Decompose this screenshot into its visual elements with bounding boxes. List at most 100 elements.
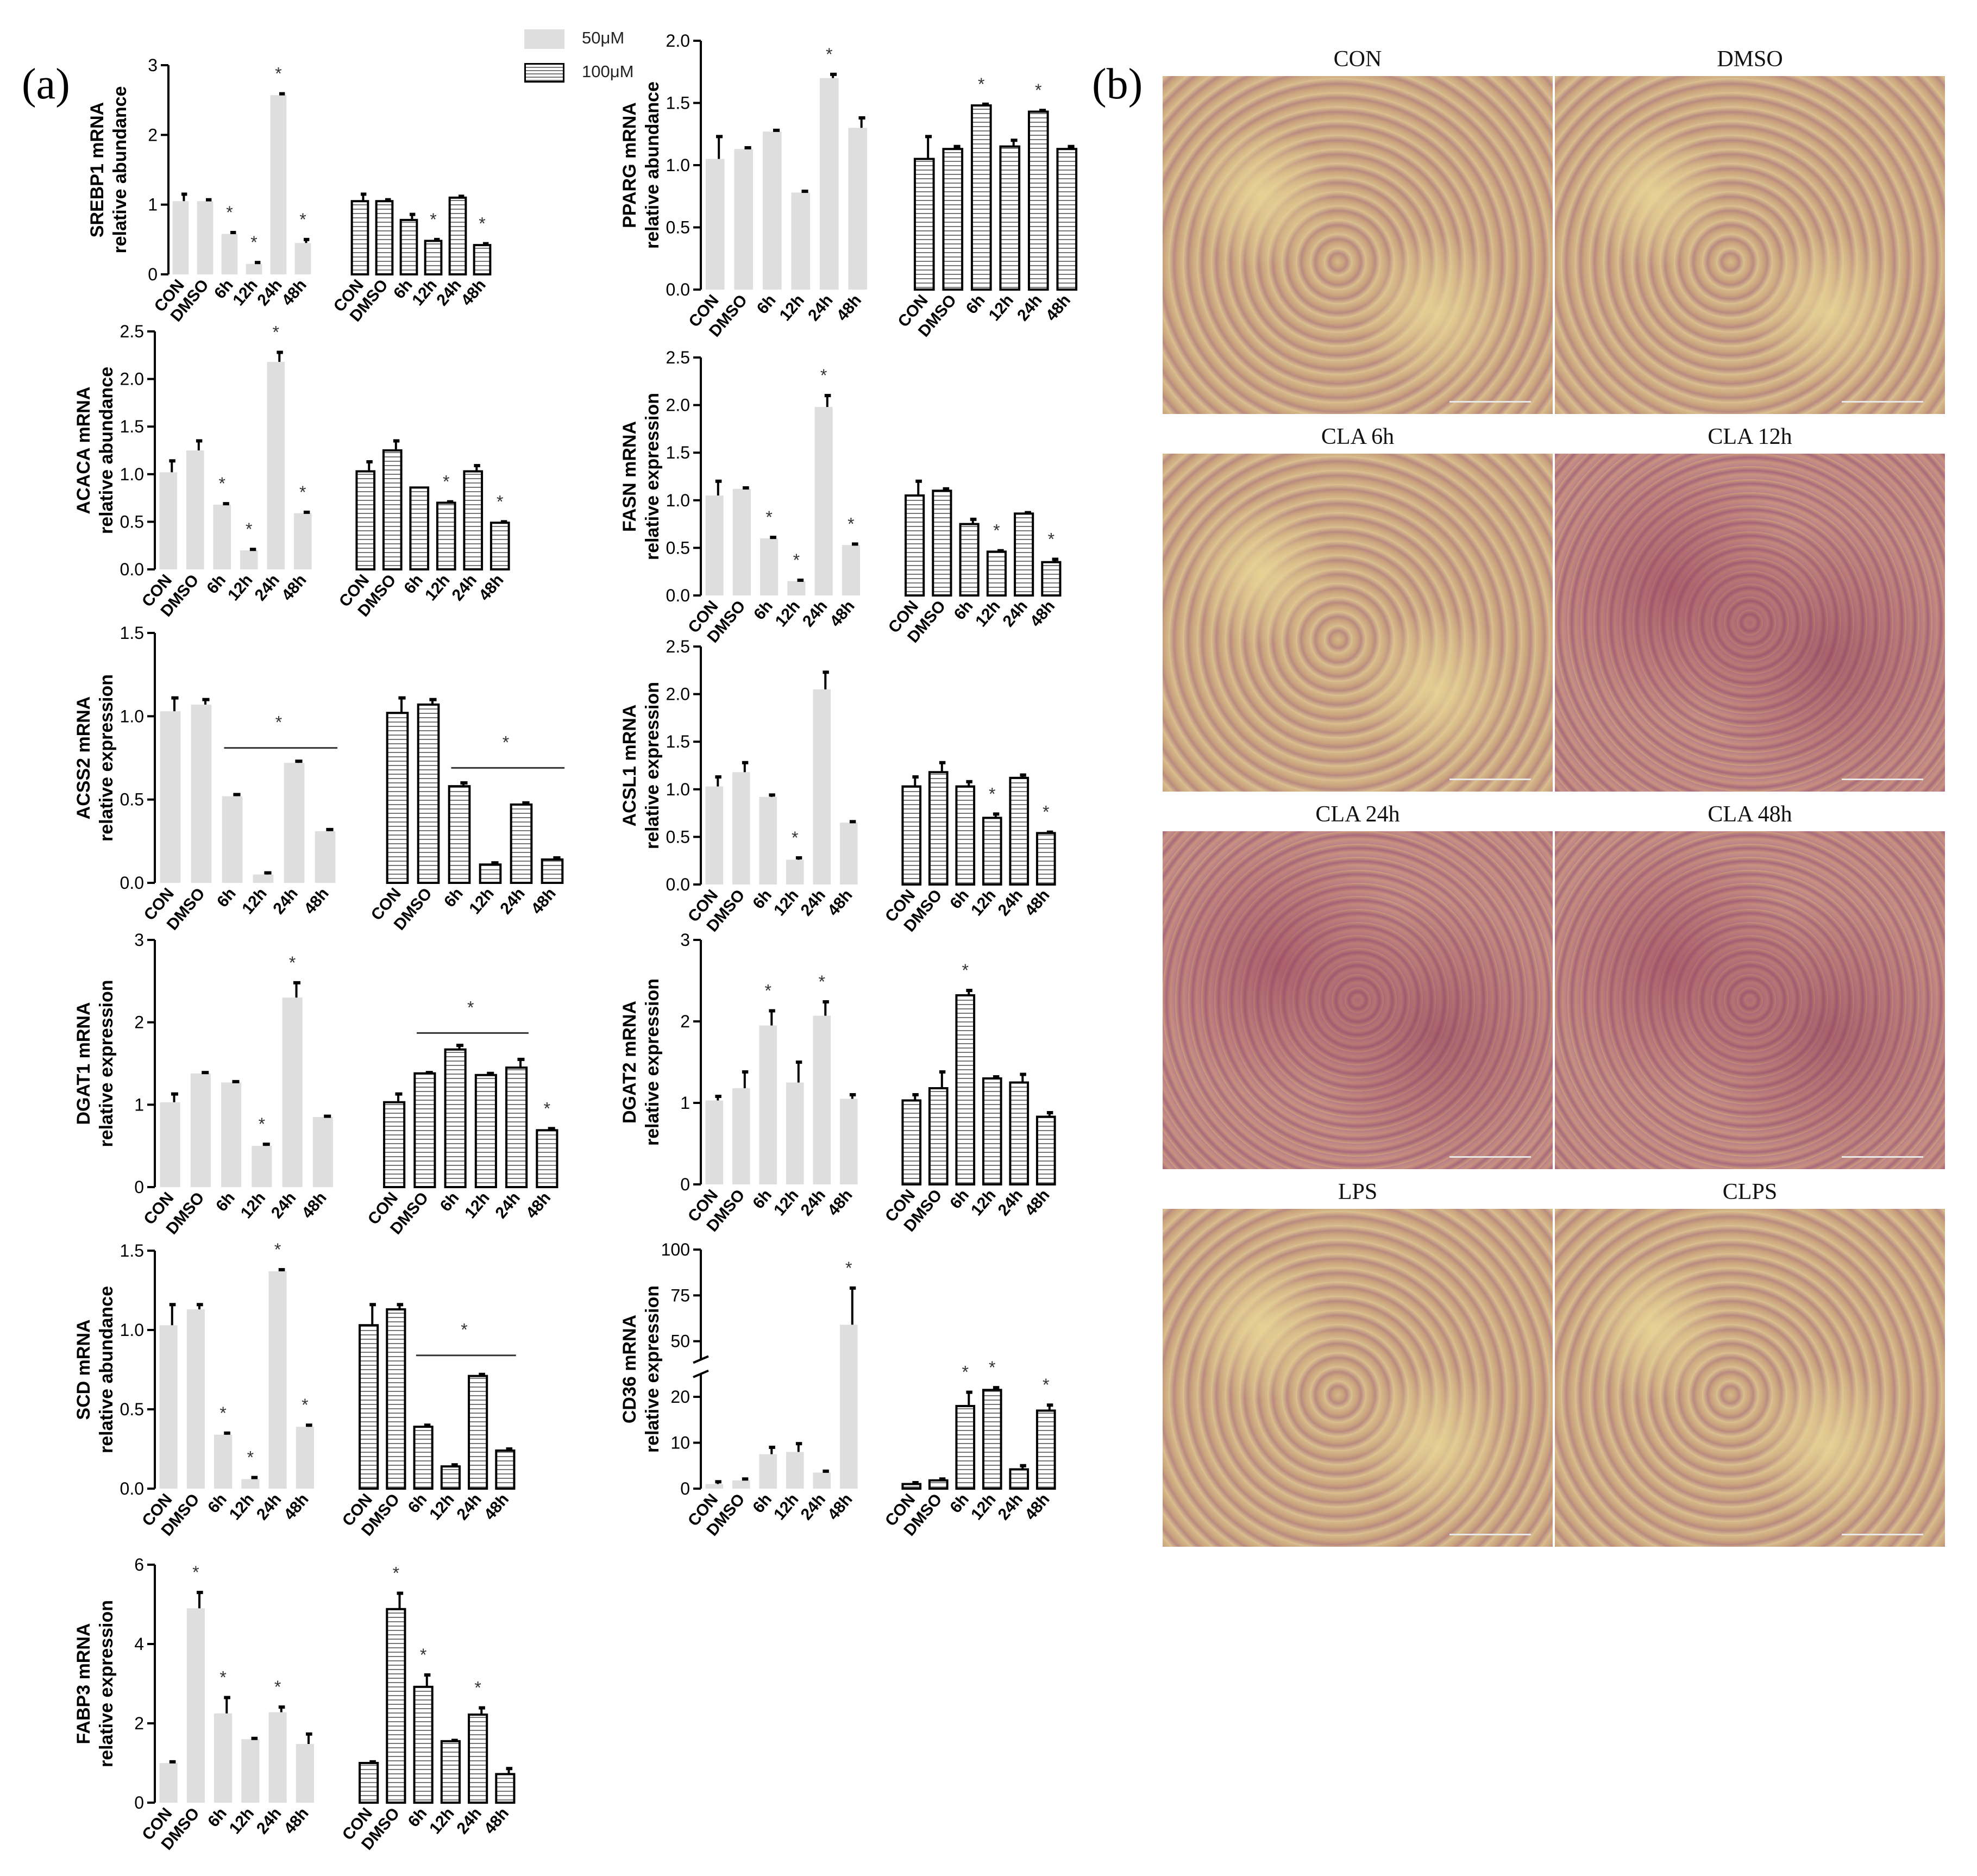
bar-acsl1-100uM-24h bbox=[1009, 776, 1030, 886]
significance-marker: * bbox=[430, 210, 436, 229]
bar-srebp1-50uM-12h bbox=[246, 263, 262, 274]
significance-marker: * bbox=[219, 474, 225, 493]
x-tick-label: 24h bbox=[805, 291, 837, 324]
bar-pparg-50uM-con bbox=[705, 159, 725, 290]
y-axis-label: ACSL1 mRNA bbox=[619, 705, 640, 827]
bar-dgat2-50uM-dmso bbox=[732, 1088, 750, 1184]
bar-srebp1-50uM-6h bbox=[221, 234, 238, 274]
bar-acsl1-50uM-6h bbox=[759, 796, 777, 884]
bar-cd36-50uM-12h bbox=[786, 1452, 804, 1489]
x-tick-label: 12h bbox=[426, 1804, 458, 1837]
significance-marker: * bbox=[989, 784, 995, 804]
x-tick-label: 24h bbox=[433, 276, 465, 309]
significance-marker: * bbox=[274, 1240, 281, 1259]
significance-marker: * bbox=[393, 1564, 399, 1583]
bar-dgat2-100uM-6h bbox=[955, 994, 976, 1185]
bar-cd36-100uM-12h bbox=[982, 1389, 1002, 1490]
bar-pparg-50uM-24h bbox=[819, 78, 839, 290]
y-tick-label: 0.0 bbox=[666, 875, 690, 894]
y-tick-label: 1.5 bbox=[666, 93, 690, 113]
y-tick-label: 1 bbox=[148, 195, 158, 215]
bar-acss2-50uM-48h bbox=[315, 831, 336, 883]
significance-marker: * bbox=[962, 961, 969, 980]
bar-fabp3-50uM-con bbox=[159, 1763, 178, 1803]
y-tick-label: 2.5 bbox=[666, 637, 690, 656]
x-tick-label: 12h bbox=[461, 1189, 493, 1222]
bar-acaca-50uM-con bbox=[159, 472, 178, 569]
x-tick-label: 48h bbox=[457, 276, 489, 309]
significance-marker: * bbox=[275, 713, 282, 732]
legend-label: 50μM bbox=[582, 28, 625, 47]
bar-acsl1-50uM-24h bbox=[813, 689, 831, 884]
bar-dgat1-100uM-24h bbox=[505, 1066, 528, 1189]
chart-acss2: 0.0 0.5 1.0 1.5 ACSS2 mRNA relative expressio… bbox=[73, 623, 565, 933]
bar-fabp3-50uM-12h bbox=[241, 1739, 260, 1803]
y-tick-label: 0.5 bbox=[120, 790, 144, 810]
x-tick-label: 48h bbox=[528, 884, 560, 918]
bar-acaca-100uM-con bbox=[355, 470, 376, 570]
micrograph-con bbox=[1163, 76, 1553, 414]
significance-marker: * bbox=[765, 507, 772, 527]
bar-dgat1-100uM-con bbox=[383, 1101, 406, 1188]
significance-marker: * bbox=[1035, 80, 1041, 100]
x-tick-label: 48h bbox=[300, 884, 332, 918]
x-tick-label: 48h bbox=[523, 1189, 555, 1222]
y-tick-label: 0.0 bbox=[120, 873, 144, 893]
x-tick-label: 48h bbox=[280, 1490, 312, 1523]
significance-marker: * bbox=[219, 1403, 226, 1423]
x-tick-label: 24h bbox=[254, 276, 286, 309]
y-tick-label: 2 bbox=[134, 1013, 144, 1032]
x-tick-label: 48h bbox=[824, 1490, 856, 1523]
bar-acaca-50uM-12h bbox=[240, 550, 258, 569]
x-tick-label: 12h bbox=[972, 597, 1004, 630]
bar-pparg-100uM-12h bbox=[999, 145, 1021, 291]
x-tick-label: 24h bbox=[497, 884, 529, 918]
bar-dgat2-100uM-12h bbox=[982, 1077, 1002, 1185]
bar-cd36-100uM-con bbox=[901, 1483, 922, 1490]
bar-fabp3-50uM-24h bbox=[268, 1712, 287, 1803]
bar-cd36-100uM-dmso bbox=[928, 1479, 949, 1490]
x-tick-label: 24h bbox=[453, 1490, 485, 1523]
y-tick-label: 0.5 bbox=[120, 512, 144, 531]
significance-marker: * bbox=[765, 981, 771, 1001]
bar-acsl1-100uM-12h bbox=[982, 817, 1002, 886]
x-tick-label: 48h bbox=[481, 1490, 513, 1523]
bar-srebp1-100uM-12h bbox=[424, 240, 443, 275]
significance-marker: * bbox=[467, 997, 474, 1017]
x-tick-label: 12h bbox=[229, 276, 261, 309]
bar-scd-100uM-48h bbox=[495, 1449, 516, 1490]
bar-dgat1-100uM-6h bbox=[444, 1048, 467, 1189]
x-tick-label: 48h bbox=[824, 886, 856, 919]
significance-marker: * bbox=[544, 1099, 550, 1118]
bar-dgat1-100uM-12h bbox=[474, 1074, 497, 1188]
significance-marker: * bbox=[289, 953, 296, 972]
x-tick-label: 48h bbox=[826, 597, 858, 630]
bar-pparg-50uM-6h bbox=[762, 131, 782, 290]
legend-swatch-striped bbox=[524, 63, 564, 83]
bar-acsl1-100uM-con bbox=[901, 785, 922, 886]
significance-marker: * bbox=[247, 1448, 254, 1467]
x-tick-label: 48h bbox=[475, 571, 507, 604]
bar-srebp1-50uM-48h bbox=[294, 243, 311, 274]
bar-acaca-50uM-dmso bbox=[186, 450, 204, 569]
bar-srebp1-100uM-6h bbox=[399, 218, 418, 275]
bar-srebp1-50uM-24h bbox=[270, 95, 287, 274]
bar-fabp3-50uM-48h bbox=[296, 1743, 314, 1803]
bar-pparg-100uM-6h bbox=[970, 104, 992, 291]
y-tick-label: 1.5 bbox=[120, 623, 144, 643]
bar-fabp3-100uM-con bbox=[359, 1762, 379, 1804]
bar-cd36-100uM-24h bbox=[1009, 1468, 1030, 1490]
significance-marker: * bbox=[299, 482, 306, 502]
significance-marker: * bbox=[1048, 529, 1055, 549]
x-tick-label: 48h bbox=[1021, 1186, 1053, 1219]
y-axis-label: DGAT2 mRNA bbox=[619, 1001, 640, 1124]
bar-acsl1-50uM-12h bbox=[786, 859, 804, 884]
y-tick-label: 1.5 bbox=[666, 732, 690, 751]
x-tick-label: 24h bbox=[1014, 291, 1046, 324]
legend: 50μM 100μM bbox=[524, 27, 644, 103]
bar-dgat2-50uM-6h bbox=[759, 1025, 777, 1184]
bar-fabp3-100uM-12h bbox=[440, 1740, 461, 1804]
